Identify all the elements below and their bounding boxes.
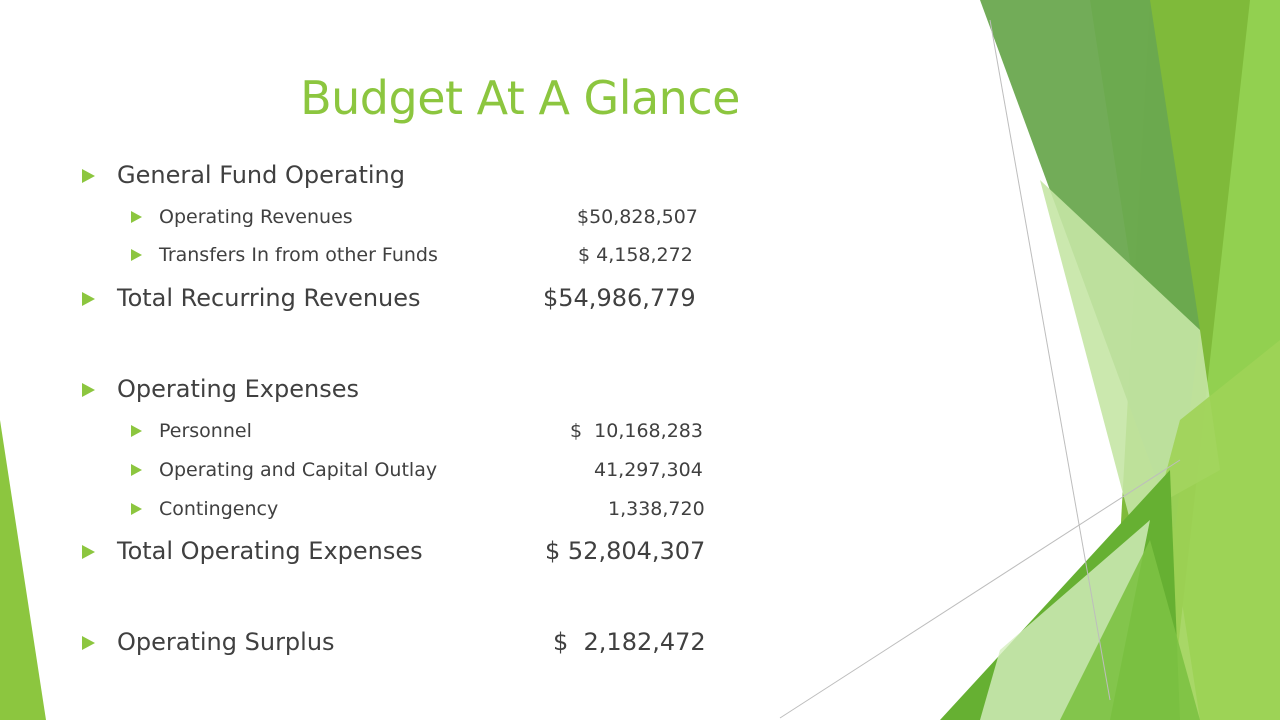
item-label: Operating and Capital Outlay bbox=[159, 459, 438, 481]
item-label: General Fund Operating bbox=[117, 161, 405, 189]
list-item-operating-capital-outlay: Operating and Capital Outlay 41,297,304 bbox=[0, 455, 760, 489]
bullet-arrow-icon bbox=[82, 545, 95, 559]
item-label: Operating Revenues bbox=[159, 206, 353, 228]
item-value: 1,338,720 bbox=[608, 498, 705, 520]
bullet-arrow-icon bbox=[82, 636, 95, 650]
item-value: 41,297,304 bbox=[594, 459, 703, 481]
bullet-arrow-icon bbox=[131, 503, 142, 515]
item-label: Total Operating Expenses bbox=[117, 537, 423, 565]
bullet-arrow-icon bbox=[131, 249, 142, 261]
item-label: Operating Surplus bbox=[117, 628, 335, 656]
list-item-transfers-in: Transfers In from other Funds $ 4,158,27… bbox=[0, 240, 760, 274]
item-value: $ 10,168,283 bbox=[570, 420, 703, 442]
item-value: $50,828,507 bbox=[577, 206, 698, 228]
list-item-contingency: Contingency 1,338,720 bbox=[0, 494, 760, 528]
list-item-operating-expenses: Operating Expenses bbox=[0, 372, 760, 406]
list-item-personnel: Personnel $ 10,168,283 bbox=[0, 416, 760, 450]
item-label: Transfers In from other Funds bbox=[159, 244, 438, 266]
list-item-operating-surplus: Operating Surplus $ 2,182,472 bbox=[0, 625, 760, 659]
item-label: Personnel bbox=[159, 420, 252, 442]
bullet-arrow-icon bbox=[82, 383, 95, 397]
bullet-arrow-icon bbox=[82, 169, 95, 183]
list-item-total-operating-expenses: Total Operating Expenses $ 52,804,307 bbox=[0, 534, 760, 568]
item-value: $ 4,158,272 bbox=[578, 244, 693, 266]
item-value: $54,986,779 bbox=[543, 284, 696, 312]
item-value: $ 2,182,472 bbox=[553, 628, 706, 656]
bullet-arrow-icon bbox=[82, 292, 95, 306]
bullet-arrow-icon bbox=[131, 464, 142, 476]
list-item-total-recurring-revenues: Total Recurring Revenues $54,986,779 bbox=[0, 281, 760, 315]
slide-title: Budget At A Glance bbox=[300, 71, 740, 125]
bullet-arrow-icon bbox=[131, 211, 142, 223]
list-item-operating-revenues: Operating Revenues $50,828,507 bbox=[0, 202, 760, 236]
item-label: Operating Expenses bbox=[117, 375, 359, 403]
list-item-general-fund-operating: General Fund Operating bbox=[0, 158, 760, 192]
item-label: Contingency bbox=[159, 498, 279, 520]
item-value: $ 52,804,307 bbox=[545, 537, 706, 565]
item-label: Total Recurring Revenues bbox=[117, 284, 421, 312]
bullet-arrow-icon bbox=[131, 425, 142, 437]
